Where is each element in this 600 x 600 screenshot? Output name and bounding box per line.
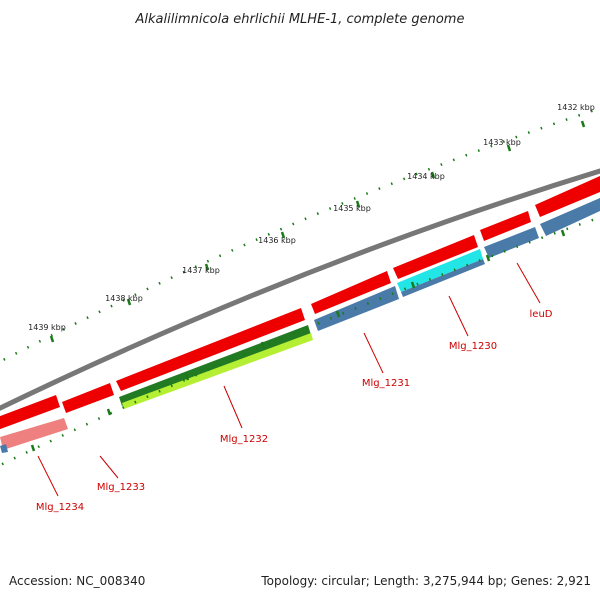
cds-feature xyxy=(116,308,305,391)
gene-feature xyxy=(401,259,485,297)
gene-feature xyxy=(540,198,600,236)
gene-label-mlg-1231: Mlg_1231 xyxy=(362,378,410,389)
tick-label: 1438 kbp xyxy=(105,294,143,303)
gene-label-leaders xyxy=(37,262,541,497)
outer-major-ticks xyxy=(49,120,586,343)
gene-label-mlg-1232: Mlg_1232 xyxy=(220,434,268,445)
gene-label-mlg-1233: Mlg_1233 xyxy=(97,482,145,493)
cds-feature xyxy=(393,235,478,279)
genome-summary-text: Topology: circular; Length: 3,275,944 bp… xyxy=(260,574,591,588)
gene-feature xyxy=(314,286,399,331)
tick-label: 1435 kbp xyxy=(333,204,371,213)
tick-label: 1434 kbp xyxy=(407,172,445,181)
cyan-feature xyxy=(397,249,483,292)
gene-feature xyxy=(484,227,539,258)
reverse-strand-features xyxy=(0,198,600,453)
forward-strand-features xyxy=(0,176,600,430)
map-title: Alkalilimnicola ehrlichii MLHE-1, comple… xyxy=(135,12,465,27)
cds-feature xyxy=(0,395,60,430)
gene-label-leud: leuD xyxy=(530,309,553,320)
inner-major-ticks xyxy=(30,229,566,452)
tick-label: 1436 kbp xyxy=(258,236,296,245)
gene-label-mlg-1230: Mlg_1230 xyxy=(449,341,497,352)
pink-feature xyxy=(0,418,68,450)
tick-label: 1433 kbp xyxy=(483,138,521,147)
gene-feature xyxy=(0,444,8,453)
tick-label: 1432 kbp xyxy=(557,103,595,112)
accession-text: Accession: NC_008340 xyxy=(9,574,145,588)
cds-feature xyxy=(311,271,391,314)
rna-feature-light xyxy=(122,333,313,409)
tick-label: 1437 kbp xyxy=(182,266,220,275)
tick-label: 1439 kbp xyxy=(28,323,66,332)
cds-feature xyxy=(535,176,600,217)
cds-feature xyxy=(62,383,114,413)
genome-backbone xyxy=(0,168,600,411)
gene-label-mlg-1234: Mlg_1234 xyxy=(36,502,84,513)
cds-feature xyxy=(480,211,531,241)
